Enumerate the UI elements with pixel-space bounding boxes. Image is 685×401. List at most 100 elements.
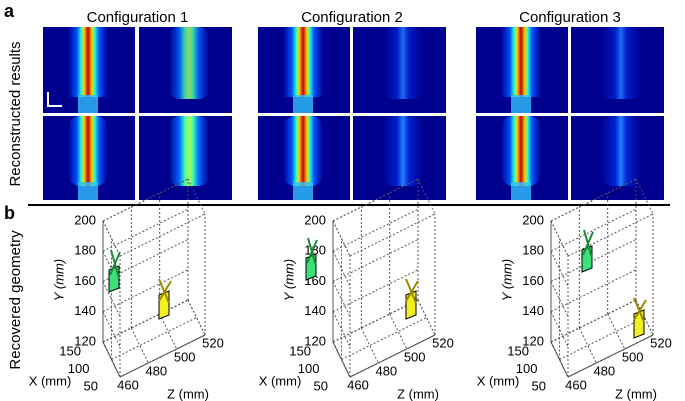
y-axis-label: Y (mm) (51, 259, 66, 301)
z-tick-label: 480 (593, 363, 615, 378)
config-title: Configuration 1 (87, 9, 189, 26)
y-tick-label: 140 (304, 303, 326, 318)
y-tick-label: 160 (74, 273, 96, 288)
yellow-object (633, 309, 645, 339)
yellow-cross (158, 278, 172, 304)
row-label: Reconstructed results (7, 41, 24, 186)
box-edge (187, 178, 206, 215)
stripe-tail (293, 95, 313, 113)
y-axis-label: Y (mm) (281, 259, 296, 301)
axis (349, 334, 436, 378)
grid-line (360, 327, 379, 364)
green-cross (109, 249, 121, 279)
stripe (169, 27, 209, 99)
stripe-tail (78, 182, 98, 200)
grid-line (102, 311, 121, 347)
stripe (383, 116, 423, 186)
y-tick-label: 200 (74, 212, 96, 227)
grid-line (389, 313, 408, 350)
axis (332, 341, 351, 378)
x-tick-label: 150 (59, 343, 81, 358)
y-tick-label: 120 (522, 333, 544, 348)
y-tick-label: 200 (522, 212, 544, 227)
grid-line (332, 311, 351, 347)
y-tick-label: 180 (74, 243, 96, 258)
y-tick-label: 140 (522, 303, 544, 318)
stripe (283, 27, 323, 97)
yellow-object (158, 290, 170, 320)
grid-line (332, 239, 419, 282)
box-edge (119, 213, 206, 257)
stripe-tail (78, 95, 98, 113)
z-tick-label: 460 (565, 377, 587, 392)
y-tick-label: 180 (522, 243, 544, 258)
grid-line (550, 239, 637, 282)
z-tick-label: 520 (432, 335, 454, 350)
z-tick-label: 520 (202, 335, 224, 350)
x-axis-label: X (mm) (477, 373, 520, 388)
axis (102, 341, 121, 378)
grid-line (332, 208, 419, 252)
x-tick-label: 100 (68, 361, 90, 376)
green-cross (582, 229, 594, 259)
box-edge (102, 299, 189, 343)
grid-line (102, 281, 121, 317)
x-tick-label: 100 (516, 361, 538, 376)
grid-line (130, 327, 149, 364)
box-edge (550, 220, 569, 257)
panel-label: a (4, 1, 15, 21)
panel-a: Configuration 1 Configuration 2 Configurat… (43, 9, 664, 200)
box-edge (332, 220, 351, 257)
z-tick-label: 500 (622, 349, 644, 364)
green-cross (306, 237, 318, 267)
yellow-cross (633, 297, 647, 323)
grid-line (607, 313, 626, 350)
x-tick-label: 50 (532, 378, 546, 393)
z-tick-label: 460 (347, 377, 369, 392)
z-tick-label: 520 (650, 335, 672, 350)
grid-line (332, 269, 419, 313)
x-tick-label: 150 (507, 343, 529, 358)
z-tick-label: 500 (404, 349, 426, 364)
config-title: Configuration 2 (301, 9, 403, 26)
panel-label: b (4, 203, 15, 223)
box-edge (567, 213, 654, 257)
row-label: Recovered geometry (7, 230, 24, 370)
yellow-cross (405, 278, 419, 304)
z-tick-label: 480 (145, 363, 167, 378)
x-tick-label: 150 (289, 343, 311, 358)
y-tick-label: 160 (522, 273, 544, 288)
stripe-tail (511, 95, 531, 113)
y-tick-label: 200 (304, 212, 326, 227)
grid-line (550, 281, 569, 317)
y-tick-label: 120 (74, 333, 96, 348)
box-edge (417, 299, 436, 336)
box-edge (635, 178, 654, 215)
grid-line (102, 208, 189, 252)
x-tick-label: 100 (298, 361, 320, 376)
grid-line (578, 327, 597, 364)
stripe (383, 27, 423, 99)
z-axis-label: Z (mm) (397, 386, 439, 401)
stripe (601, 27, 641, 99)
grid-line (550, 208, 637, 252)
stripe (501, 116, 541, 186)
stripe-tail (511, 182, 531, 200)
box-edge (187, 299, 206, 336)
grid-line (550, 251, 569, 287)
grid-line (159, 313, 178, 350)
grid-line (332, 281, 351, 317)
grid-line (332, 251, 351, 287)
stripe (601, 116, 641, 186)
yellow-object (405, 290, 417, 320)
x-tick-label: 50 (84, 378, 98, 393)
grid-line (550, 311, 569, 347)
stripe (169, 116, 209, 186)
z-tick-label: 480 (375, 363, 397, 378)
z-tick-label: 500 (174, 349, 196, 364)
axis (567, 334, 654, 378)
x-tick-label: 50 (314, 378, 328, 393)
box-edge (332, 299, 419, 343)
